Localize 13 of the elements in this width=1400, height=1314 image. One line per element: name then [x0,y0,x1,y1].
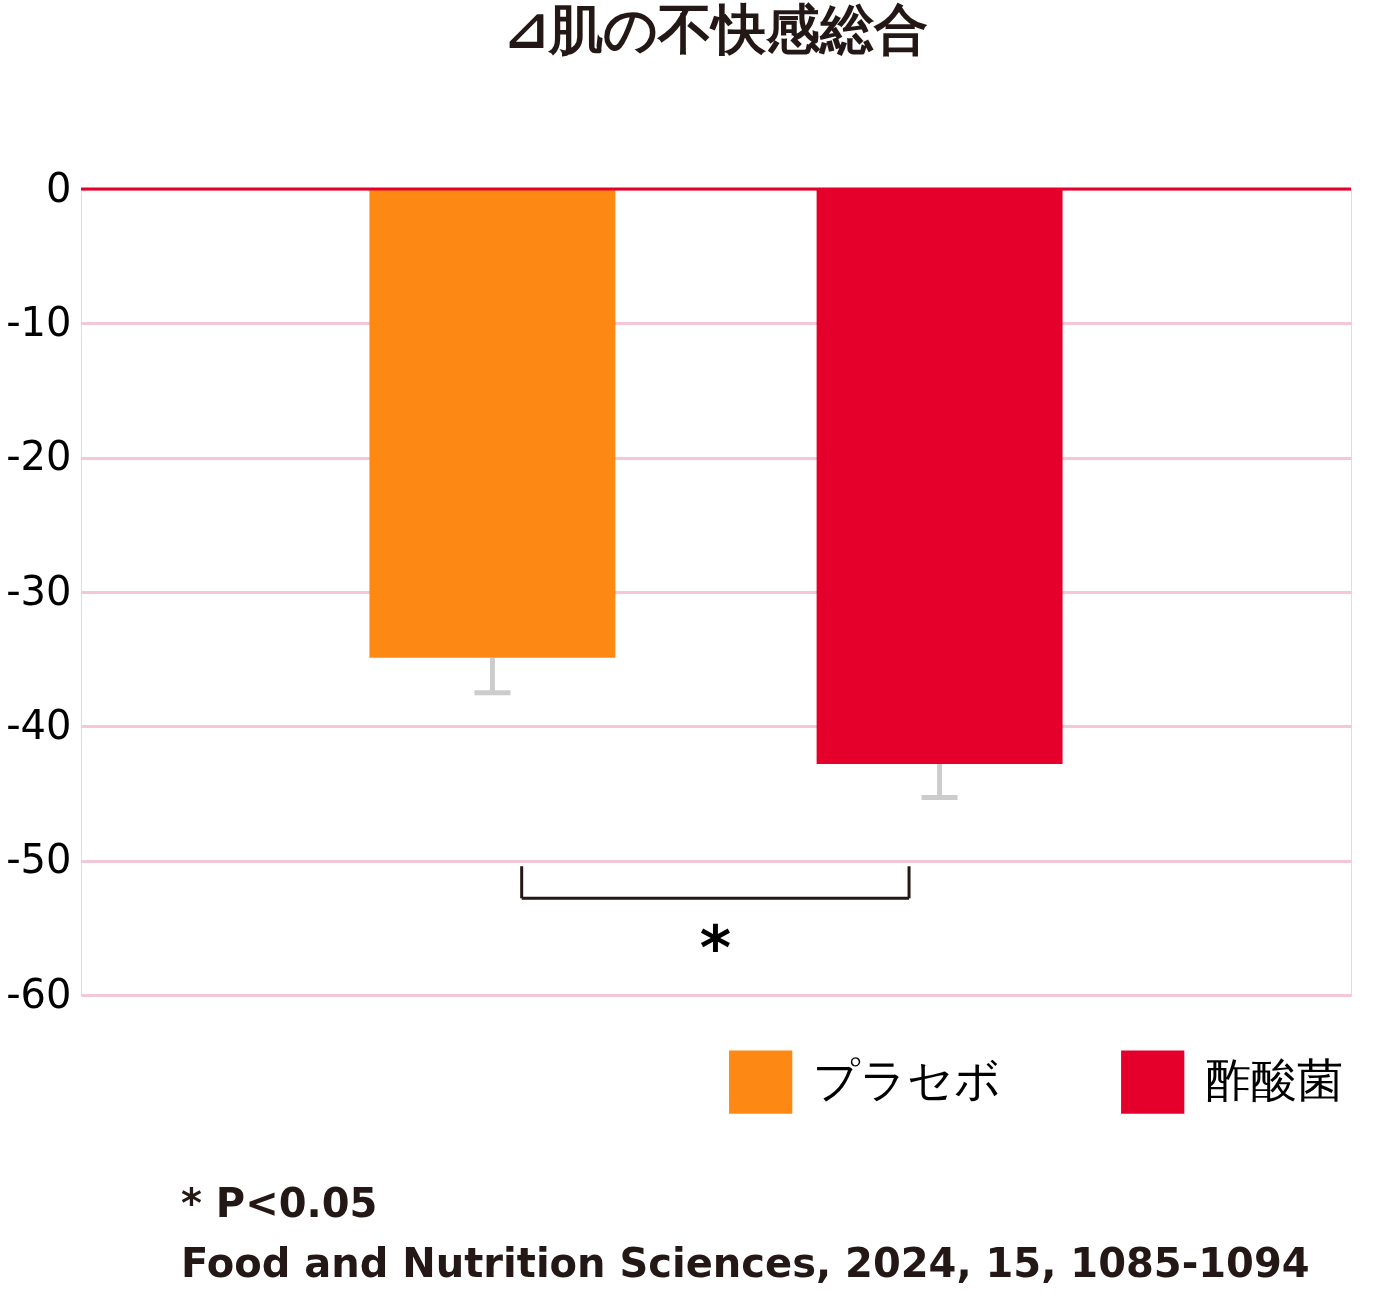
chart-title: ⊿肌の不快感総合 [503,0,929,61]
y-tick-label: -10 [6,298,72,345]
y-tick-label: -50 [6,836,72,883]
text: * P<0.05 [181,1180,378,1226]
y-tick-label: -60 [6,970,72,1017]
y-tick-label: -30 [6,567,72,614]
text: Food and Nutrition Sciences, 2024, 15, 1085-1094 [181,1240,1310,1286]
legend-label: 酢酸菌 [1204,1053,1343,1108]
annotation: * [699,913,732,984]
y-tick-label: -40 [6,701,72,748]
legend-label: プラセボ [812,1053,1001,1108]
y-tick-label: -20 [6,433,72,480]
y-tick-label: 0 [46,164,72,211]
